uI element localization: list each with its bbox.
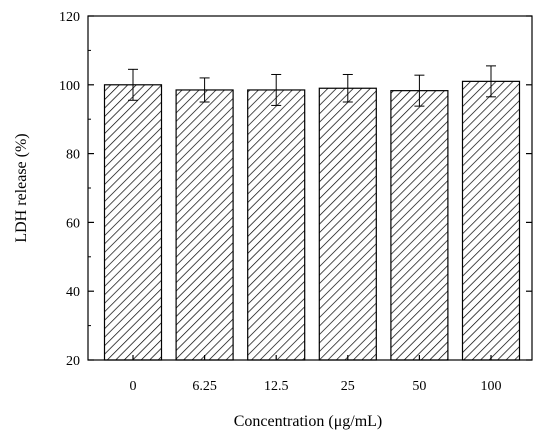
bar-25	[318, 87, 377, 361]
y-tick-label: 20	[66, 354, 80, 369]
y-tick-label: 80	[66, 148, 80, 163]
y-tick-label: 60	[66, 216, 80, 231]
x-tick-label: 12.5	[264, 379, 289, 394]
bar-100	[461, 80, 521, 361]
bar-50	[390, 90, 449, 361]
bar-6.25	[175, 89, 234, 361]
x-tick-label: 100	[481, 379, 502, 394]
y-tick-label: 120	[59, 10, 80, 25]
x-tick-label: 0	[130, 379, 137, 394]
y-tick-label: 40	[66, 285, 80, 300]
x-tick-label: 25	[341, 379, 355, 394]
bar-12.5	[247, 89, 306, 361]
x-axis: 0 6.25 12.5 25 50 100	[130, 355, 502, 394]
error-bars-layer	[128, 65, 496, 107]
y-tick-label: 100	[59, 79, 80, 94]
y-axis-title: LDH release (%)	[13, 133, 30, 242]
x-axis-title: Concentration (μg/mL)	[234, 413, 383, 430]
y-axis: 20 40 60 80 100 120	[59, 10, 532, 369]
bars-layer	[103, 80, 521, 361]
x-tick-label: 6.25	[192, 379, 217, 394]
x-tick-label: 50	[412, 379, 426, 394]
bar-0	[103, 84, 163, 361]
